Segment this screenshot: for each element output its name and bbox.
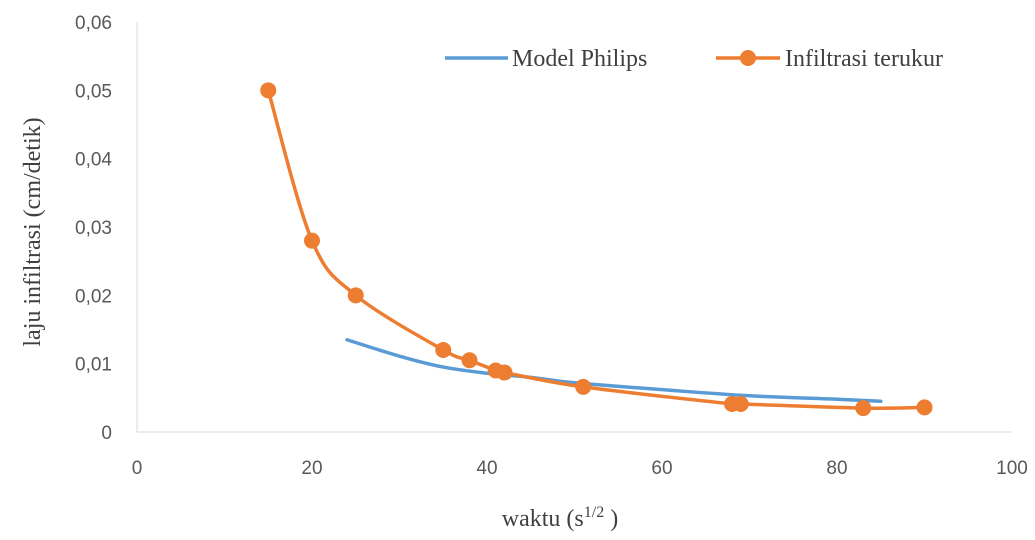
y-tick-label: 0,01	[75, 355, 112, 376]
legend-marker-infiltrasi-terukur	[740, 50, 756, 66]
y-tick-label: 0	[101, 423, 112, 444]
data-point	[916, 399, 933, 416]
data-point	[496, 364, 513, 381]
plot-area	[266, 88, 927, 410]
x-tick-label: 0	[132, 458, 143, 479]
x-axis-title-superscript: 1/2	[584, 504, 604, 521]
legend: Model Philips Infiltrasi terukur	[445, 46, 943, 72]
data-point	[435, 342, 452, 358]
x-axis-title: waktu (s1/2 )	[502, 504, 618, 532]
legend-label-infiltrasi-terukur: Infiltrasi terukur	[785, 46, 943, 72]
x-tick-label: 20	[301, 458, 322, 479]
data-point	[461, 352, 478, 369]
y-tick-label: 0,06	[75, 13, 112, 34]
data-point	[260, 82, 277, 99]
data-point	[732, 395, 749, 412]
y-tick-label: 0,04	[75, 150, 112, 171]
x-tick-labels: 0 20 40 60 80 100	[132, 458, 1028, 479]
x-axis-title-end: )	[604, 506, 618, 532]
series-line-model-philips	[345, 338, 883, 403]
y-tick-label: 0,02	[75, 286, 112, 307]
series-line-infiltrasi-terukur	[266, 88, 927, 410]
y-tick-labels: 0 0,01 0,02 0,03 0,04 0,05 0,06	[75, 13, 112, 444]
data-point	[575, 378, 592, 395]
y-tick-label: 0,03	[75, 218, 112, 239]
legend-label-model-philips: Model Philips	[512, 46, 647, 72]
x-axis-title-main: waktu (s	[502, 506, 584, 532]
marker-layer	[260, 82, 933, 417]
x-tick-label: 40	[476, 458, 497, 479]
data-point	[304, 232, 320, 249]
y-axis-title: laju infiltrasi (cm/detik)	[20, 117, 46, 346]
x-tick-label: 80	[826, 458, 847, 479]
x-tick-label: 100	[996, 458, 1028, 479]
y-tick-label: 0,05	[75, 81, 112, 102]
x-tick-label: 60	[651, 458, 672, 479]
data-point	[855, 400, 872, 417]
data-point	[347, 287, 364, 304]
